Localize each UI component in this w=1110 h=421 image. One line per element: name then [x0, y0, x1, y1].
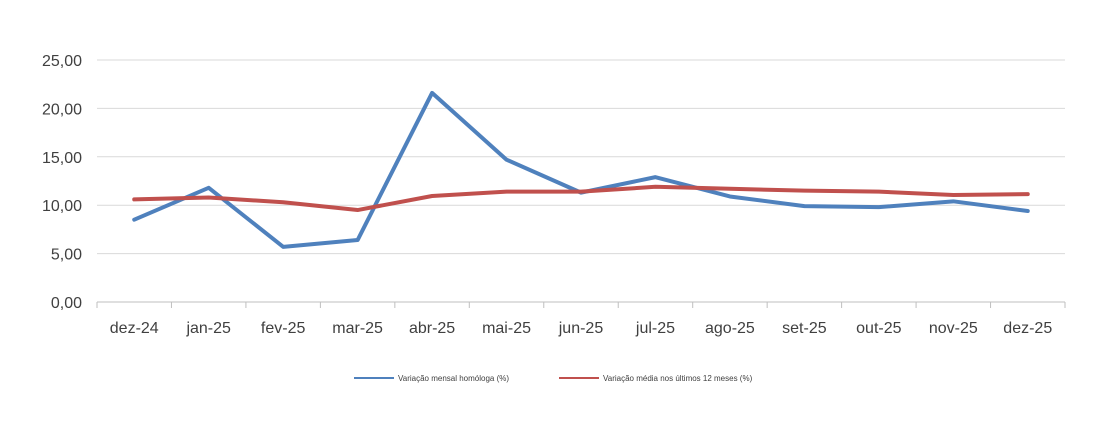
- x-tick-label: out-25: [856, 320, 901, 337]
- grid-lines: [97, 59, 1065, 303]
- x-tick-label: nov-25: [929, 320, 978, 337]
- data-point: [654, 176, 656, 178]
- data-point: [282, 201, 284, 203]
- y-axis: 0,00 5,00 10,00 15,00 20,00 25,00: [42, 53, 82, 312]
- legend-label-average: Variação média nos últimos 12 meses (%): [603, 374, 753, 383]
- y-tick-label: 5,00: [51, 247, 82, 264]
- x-tick-label: abr-25: [409, 320, 455, 337]
- x-tick-label: jun-25: [558, 320, 604, 337]
- data-point: [506, 159, 508, 161]
- series-lines: [132, 90, 1030, 249]
- data-point: [1027, 210, 1029, 212]
- y-tick-label: 15,00: [42, 150, 82, 167]
- series-line-0: [132, 90, 1030, 249]
- data-point: [952, 200, 954, 202]
- x-axis: dez-24 jan-25 fev-25 mar-25 abr-25 mai-25 jun-…: [96, 302, 1066, 337]
- x-tick-label: set-25: [782, 320, 827, 337]
- x-tick-label: mar-25: [332, 320, 383, 337]
- x-tick-label: jul-25: [635, 320, 675, 337]
- data-point: [729, 188, 731, 190]
- data-point: [803, 190, 805, 192]
- x-tick-label: fev-25: [261, 320, 306, 337]
- data-point: [282, 246, 284, 248]
- x-tick-label: dez-24: [110, 320, 159, 337]
- y-tick-label: 10,00: [42, 198, 82, 215]
- data-point: [431, 195, 433, 197]
- y-tick-label: 0,00: [51, 295, 82, 312]
- data-point: [878, 206, 880, 208]
- data-point: [208, 196, 210, 198]
- data-point: [506, 191, 508, 193]
- data-point: [729, 195, 731, 197]
- data-point: [133, 219, 135, 221]
- x-tick-label: ago-25: [705, 320, 755, 337]
- data-point: [357, 209, 359, 211]
- y-tick-label: 20,00: [42, 101, 82, 118]
- data-point: [654, 186, 656, 188]
- x-tick-label: dez-25: [1003, 320, 1052, 337]
- data-point: [580, 191, 582, 193]
- y-tick-label: 25,00: [42, 53, 82, 70]
- x-tick-label: mai-25: [482, 320, 531, 337]
- data-point: [208, 187, 210, 189]
- x-tick-label: jan-25: [185, 320, 231, 337]
- data-point: [431, 92, 433, 94]
- legend: Variação mensal homóloga (%) Variação mé…: [354, 374, 753, 383]
- data-point: [357, 239, 359, 241]
- data-point: [878, 191, 880, 193]
- data-point: [133, 198, 135, 200]
- data-point: [952, 194, 954, 196]
- legend-label-monthly: Variação mensal homóloga (%): [398, 374, 509, 383]
- data-point: [803, 205, 805, 207]
- data-point: [1027, 193, 1029, 195]
